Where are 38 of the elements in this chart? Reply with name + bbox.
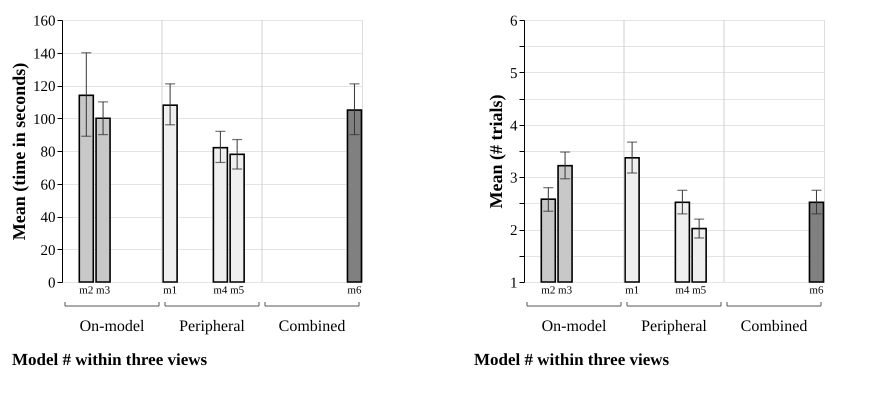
y-tick-label: 120: [33, 79, 56, 95]
x-tick-label: m2: [541, 284, 556, 296]
x-tick-label: m5: [230, 284, 245, 296]
y-tick-label: 140: [33, 46, 56, 62]
text: On-model: [542, 318, 607, 335]
y-tick-label: 60: [40, 177, 56, 194]
x-tick-label: m3: [558, 284, 573, 296]
y-tick-label: 160: [33, 14, 56, 30]
y-tick-label: 0: [48, 276, 56, 292]
y-tick-label: 40: [40, 210, 56, 226]
text: Peripheral: [641, 318, 708, 335]
x-tick-label: m6: [347, 284, 362, 296]
text: Combined: [278, 318, 346, 335]
x-tick-label: m3: [96, 284, 111, 296]
x-tick-label: m1: [163, 284, 178, 296]
y-tick-label: 1: [510, 276, 518, 292]
y-tick-label: 20: [40, 242, 56, 259]
bar: [346, 109, 362, 283]
x-axis-title: Model # within three views: [12, 350, 208, 369]
x-axis-title: Model # within three views: [474, 350, 670, 369]
x-tick-label: m1: [625, 284, 640, 296]
y-tick-label: 5: [510, 66, 518, 82]
text: Peripheral: [179, 318, 246, 335]
text: Combined: [740, 318, 808, 335]
text: On-model: [80, 318, 145, 335]
y-tick-label: 100: [33, 112, 56, 128]
x-tick-label: m6: [809, 284, 824, 296]
y-tick-label: 3: [510, 170, 518, 187]
y-axis-title: Mean (time in seconds): [9, 62, 29, 240]
x-tick-label: m4: [675, 284, 690, 296]
x-tick-label: m4: [213, 284, 228, 296]
x-tick-label: m2: [79, 284, 94, 296]
y-tick-label: 80: [40, 144, 56, 160]
y-axis-title: Mean (# trials): [486, 94, 506, 208]
y-tick-label: 2: [510, 223, 518, 240]
y-tick-label: 6: [510, 14, 518, 30]
x-tick-label: m5: [692, 284, 707, 296]
y-tick-label: 4: [510, 118, 518, 134]
